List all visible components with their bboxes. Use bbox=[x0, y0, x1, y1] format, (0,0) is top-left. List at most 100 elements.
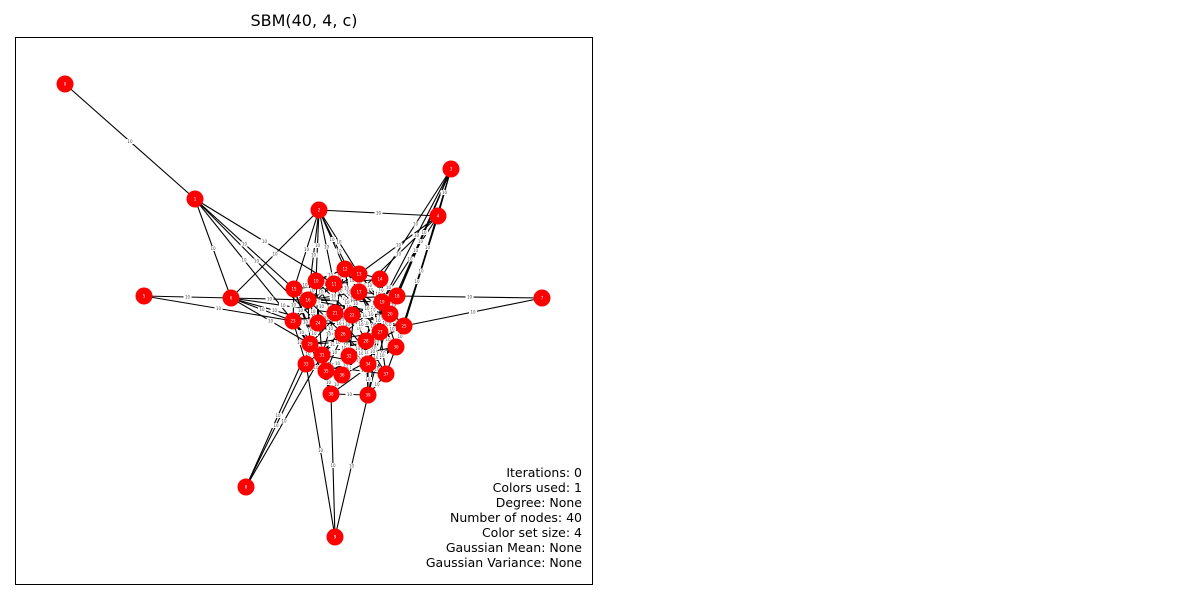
edge-label-background bbox=[302, 247, 311, 252]
graph-node bbox=[309, 314, 327, 332]
edge-label-background bbox=[270, 308, 279, 313]
edge-weight-label: 10 bbox=[267, 297, 273, 302]
node-label: 3 bbox=[450, 166, 453, 171]
edge-label-background bbox=[372, 355, 380, 360]
graph-node bbox=[429, 207, 447, 225]
graph-node bbox=[301, 335, 319, 353]
edge-label-background bbox=[367, 312, 375, 317]
edge-label-background bbox=[297, 292, 305, 297]
edge-label-background bbox=[396, 334, 404, 339]
edge-label-background bbox=[316, 448, 325, 453]
edge-weight-label: 10 bbox=[299, 330, 305, 335]
edge-weight-label: 10 bbox=[407, 257, 413, 262]
edge-weight-label: 10 bbox=[305, 352, 311, 357]
edge-weight-label: 10 bbox=[318, 448, 324, 453]
node-label: 9 bbox=[334, 534, 337, 539]
edge-weight-label: 10 bbox=[275, 413, 281, 418]
graph-node bbox=[285, 280, 303, 298]
edge-weight-label: 10 bbox=[303, 320, 309, 325]
graph-node bbox=[371, 323, 389, 341]
edge-label-background bbox=[322, 315, 331, 321]
edge-weight-label: 10 bbox=[355, 346, 361, 351]
graph-node bbox=[222, 289, 240, 307]
edge-label-background bbox=[332, 382, 341, 387]
edge-label-background bbox=[334, 340, 342, 345]
edge-label-background bbox=[440, 190, 449, 195]
edge-weight-label: 10 bbox=[281, 419, 287, 424]
edge-weight-label: 10 bbox=[259, 307, 265, 312]
node-label: 14 bbox=[377, 276, 383, 281]
graph-node bbox=[299, 291, 317, 309]
edge-label-background bbox=[384, 285, 393, 290]
graph-node bbox=[359, 355, 377, 373]
edge-label-background bbox=[351, 301, 360, 306]
node-label: 26 bbox=[340, 331, 346, 336]
edge-label-background bbox=[357, 351, 365, 356]
edge-label-background bbox=[295, 340, 304, 345]
edge-weight-label: 10 bbox=[367, 283, 373, 288]
edge-label-background bbox=[322, 244, 331, 250]
edge-weight-label: 10 bbox=[370, 324, 376, 329]
edge-weight-label: 10 bbox=[349, 278, 355, 283]
edge-weight-label: 10 bbox=[414, 279, 420, 284]
node-label: 23 bbox=[290, 318, 296, 323]
graph-node bbox=[326, 304, 344, 322]
edge-weight-label: 10 bbox=[272, 308, 278, 313]
edge-weight-label: 10 bbox=[382, 321, 388, 326]
node-label: 37 bbox=[383, 371, 389, 376]
edge-weight-label: 10 bbox=[254, 259, 260, 264]
node-label: 25 bbox=[401, 323, 407, 328]
edge-label-background bbox=[335, 248, 343, 254]
edge-weight-label: 10 bbox=[280, 303, 286, 308]
edge-weight-label: 10 bbox=[298, 292, 304, 297]
edge-label-background bbox=[469, 309, 477, 315]
edge-label-background bbox=[308, 288, 316, 293]
edge-label-background bbox=[326, 326, 335, 331]
edge-weight-label: 10 bbox=[391, 303, 397, 308]
edge-label-background bbox=[354, 357, 363, 363]
edge-label-background bbox=[377, 288, 385, 293]
node-label: 18 bbox=[394, 293, 400, 298]
edge-label-background bbox=[411, 248, 420, 253]
edge-label-background bbox=[357, 322, 365, 327]
edge-label-background bbox=[333, 361, 342, 366]
edge-label-background bbox=[388, 326, 396, 332]
edge-weight-label: 10 bbox=[364, 306, 370, 311]
info-degree: Degree: None bbox=[495, 495, 582, 510]
edge-label-background bbox=[343, 300, 351, 305]
node-label: 12 bbox=[342, 266, 348, 271]
edge-weight-label: 10 bbox=[362, 313, 368, 318]
edge-label-background bbox=[355, 280, 363, 286]
edge-label-background bbox=[329, 463, 337, 468]
graph-node bbox=[340, 347, 358, 365]
graph-node bbox=[533, 289, 551, 307]
graph-node bbox=[135, 287, 153, 305]
node-label: 31 bbox=[319, 352, 325, 357]
edge-weight-label: 10 bbox=[336, 240, 342, 245]
edge-label-background bbox=[372, 338, 381, 344]
edge-weight-label: 10 bbox=[374, 382, 380, 387]
edge-weight-label: 10 bbox=[210, 246, 216, 251]
edge-weight-label: 10 bbox=[298, 308, 304, 313]
edge-weight-label: 10 bbox=[371, 346, 377, 351]
edge-label-background bbox=[309, 252, 318, 258]
graph-node bbox=[377, 365, 395, 383]
edge-weight-label: 10 bbox=[268, 319, 274, 324]
edge-weight-label: 10 bbox=[349, 464, 355, 469]
graph-node bbox=[334, 325, 352, 343]
info-colors-used: Colors used: 1 bbox=[492, 480, 582, 495]
node-label: 10 bbox=[313, 278, 319, 283]
node-label: 19 bbox=[379, 299, 385, 304]
edge-label-background bbox=[274, 413, 282, 418]
graph-node bbox=[388, 287, 406, 305]
edge-label-background bbox=[342, 285, 351, 291]
edge-label-background bbox=[413, 279, 421, 284]
edge-label-background bbox=[313, 243, 322, 248]
edge-label-background bbox=[416, 239, 425, 244]
edge-weight-label: 10 bbox=[350, 296, 356, 301]
info-number-of-nodes: Number of nodes: 40 bbox=[449, 510, 582, 525]
edge-label-background bbox=[363, 350, 371, 355]
edge-weight-label: 10 bbox=[373, 355, 379, 360]
edge-weight-label: 10 bbox=[425, 245, 431, 250]
